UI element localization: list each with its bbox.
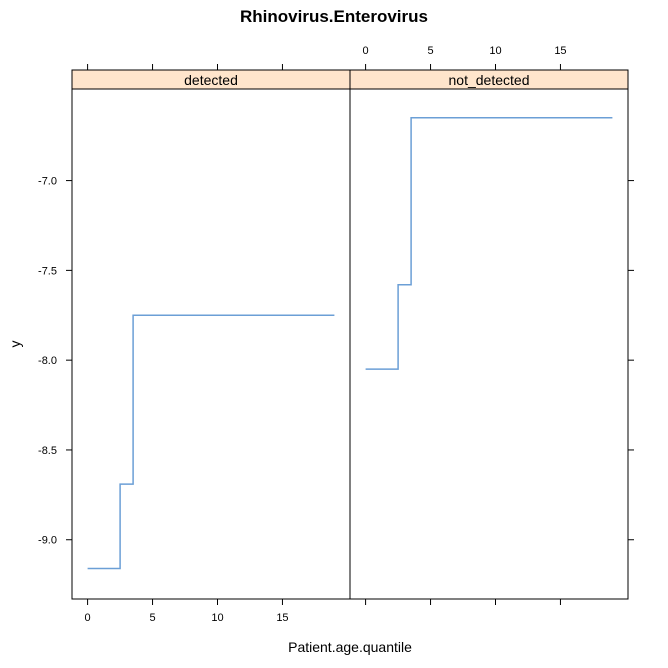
y-tick-label: -9.0	[38, 535, 57, 547]
y-tick-label: -8.5	[38, 445, 57, 457]
x-tick-label-top: 15	[554, 45, 566, 57]
x-tick-label-bottom: 10	[211, 612, 223, 624]
x-tick-label-bottom: 5	[149, 612, 155, 624]
series-line-detected	[87, 314, 335, 570]
x-tick-label-bottom: 0	[85, 612, 91, 624]
x-tick-label-bottom: 15	[276, 612, 288, 624]
y-tick-label: -7.0	[38, 176, 57, 188]
panel-detected: detected	[71, 69, 351, 600]
panel-frame-detected	[71, 88, 351, 600]
x-tick-label-top: 10	[489, 45, 501, 57]
x-tick-label-top: 0	[363, 45, 369, 57]
panel-frame-not-detected	[349, 88, 629, 600]
series-line-not-detected	[365, 116, 613, 370]
chart-title: Rhinovirus.Enterovirus	[240, 7, 428, 26]
y-axis-label: y	[7, 341, 23, 348]
strip-label-detected: detected	[184, 72, 238, 88]
y-tick-label: -8.0	[38, 355, 57, 367]
x-axis-label: Patient.age.quantile	[288, 639, 412, 655]
strip-label-not-detected: not_detected	[449, 72, 530, 88]
x-tick-label-top: 5	[427, 45, 433, 57]
y-tick-label: -7.5	[38, 265, 57, 277]
panel-not-detected: not_detected	[349, 69, 629, 600]
